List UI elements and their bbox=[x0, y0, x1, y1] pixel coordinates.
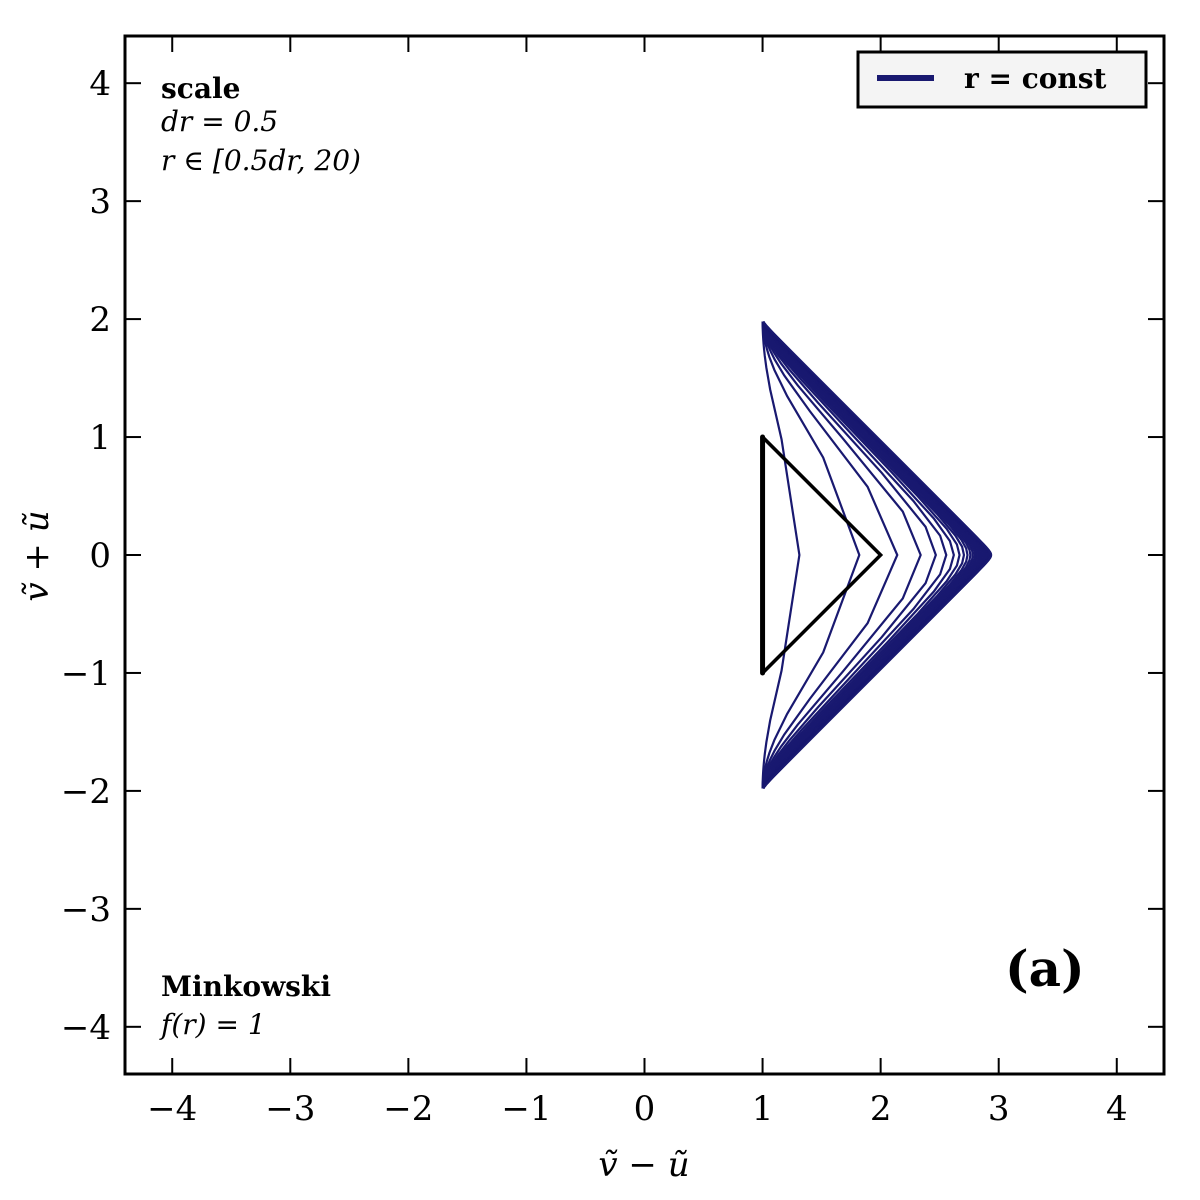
r-const-curve-7 bbox=[761, 321, 961, 789]
r-const-curve-35 bbox=[762, 321, 992, 789]
x-tick-label-7: 3 bbox=[988, 1089, 1010, 1129]
tick-group bbox=[125, 36, 1164, 1074]
x-tick-label-8: 4 bbox=[1106, 1089, 1128, 1129]
y-axis-label: ṽ + ũ bbox=[17, 510, 57, 601]
y-tick-label-5: 1 bbox=[89, 418, 111, 458]
r-const-curve-34 bbox=[762, 321, 992, 789]
annotation-dr: dr = 0.5 bbox=[161, 105, 278, 138]
legend: r = const bbox=[856, 50, 1148, 109]
r-const-curve-8 bbox=[761, 321, 966, 789]
y-tick-label-6: 2 bbox=[89, 300, 111, 340]
y-tick-label-3: −1 bbox=[61, 654, 111, 694]
r-const-curve-5 bbox=[761, 321, 948, 789]
x-tick-label-0: −4 bbox=[147, 1089, 197, 1129]
null-infinity-boundary bbox=[761, 435, 884, 675]
annotation-spacetime-title: Minkowski bbox=[161, 970, 331, 1003]
r-const-curve-38 bbox=[762, 321, 993, 789]
r-const-curve-11 bbox=[761, 321, 974, 789]
r-const-curve-39 bbox=[762, 321, 993, 789]
y-tick-label-7: 3 bbox=[89, 182, 111, 222]
y-tick-label-4: 0 bbox=[89, 536, 111, 576]
boundary-group bbox=[760, 434, 884, 676]
x-tick-label-1: −3 bbox=[265, 1089, 315, 1129]
annotation-scale-title: scale bbox=[161, 72, 240, 105]
r-const-curve-37 bbox=[762, 321, 992, 789]
r-const-curve-36 bbox=[762, 321, 992, 789]
x-tick-label-2: −2 bbox=[383, 1089, 433, 1129]
annotation-r-range: r ∈ [0.5dr, 20) bbox=[161, 144, 361, 177]
x-tick-label-5: 1 bbox=[752, 1089, 774, 1129]
legend-label: r = const bbox=[964, 62, 1107, 95]
x-tick-label-4: 0 bbox=[634, 1089, 656, 1129]
x-axis-label: ṽ − ũ bbox=[598, 1145, 689, 1185]
r-const-curve-33 bbox=[762, 321, 991, 789]
plot-frame bbox=[123, 34, 1166, 1076]
y-tick-label-2: −2 bbox=[61, 772, 111, 812]
panel-label: (a) bbox=[1005, 939, 1085, 998]
r-const-curve-10 bbox=[761, 321, 972, 789]
y-tick-label-0: −4 bbox=[61, 1008, 111, 1048]
y-tick-label-1: −3 bbox=[61, 890, 111, 930]
curve-group bbox=[761, 321, 993, 789]
x-tick-label-3: −1 bbox=[501, 1089, 551, 1129]
r-const-curve-0 bbox=[761, 321, 801, 789]
y-tick-label-8: 4 bbox=[89, 64, 111, 104]
x-tick-label-6: 2 bbox=[870, 1089, 892, 1129]
tick-label-group: −4 −3 −2 −1 0 1 2 3 4 −4 −3 −2 −1 0 1 2 3 4 bbox=[61, 64, 1128, 1129]
annotation-metric: f(r) = 1 bbox=[159, 1008, 266, 1041]
r-const-curve-4 bbox=[761, 321, 938, 789]
